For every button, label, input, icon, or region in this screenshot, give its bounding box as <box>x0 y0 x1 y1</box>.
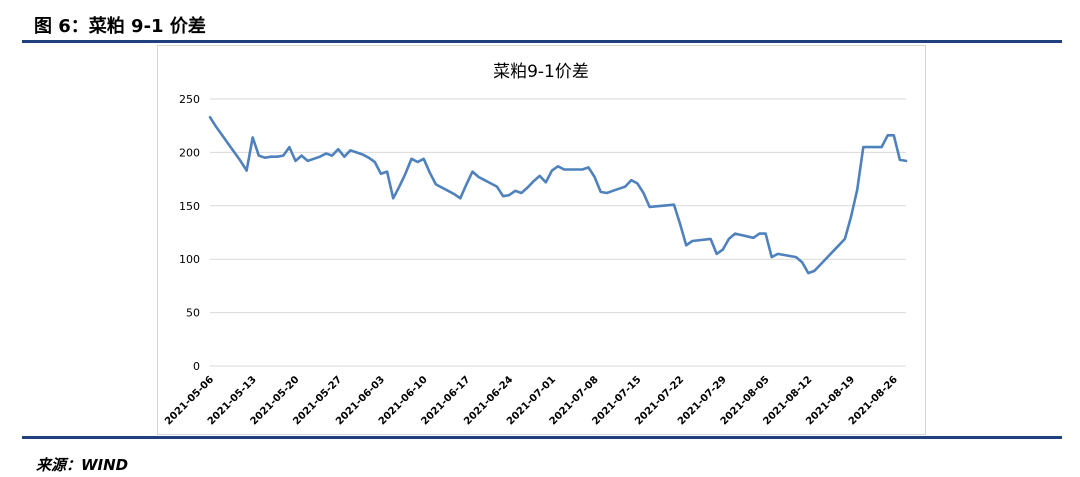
y-tick-label: 250 <box>179 93 200 106</box>
bottom-rule <box>22 436 1062 439</box>
y-tick-label: 100 <box>179 253 200 266</box>
y-tick-label: 0 <box>193 360 200 373</box>
chart-frame: 菜粕9-1价差 0 50 100 150 200 250 2021-05-06 2021-0… <box>157 45 926 435</box>
figure-title: 图 6：菜粕 9-1 价差 <box>34 16 206 37</box>
line-chart: 菜粕9-1价差 0 50 100 150 200 250 2021-05-062021-0… <box>163 62 908 427</box>
y-tick-label: 150 <box>179 200 200 213</box>
y-tick-label: 200 <box>179 146 200 159</box>
y-tick-label: 50 <box>186 307 200 320</box>
chart-title: 菜粕9-1价差 <box>493 62 589 82</box>
series-line <box>208 115 908 275</box>
y-axis: 0 50 100 150 200 250 <box>179 93 200 373</box>
source-note: 来源：WIND <box>36 456 129 474</box>
top-rule <box>22 40 1062 43</box>
x-axis: 2021-05-062021-05-132021-05-202021-05-27… <box>163 374 900 427</box>
gridlines <box>210 98 906 367</box>
series-layer <box>208 115 908 275</box>
